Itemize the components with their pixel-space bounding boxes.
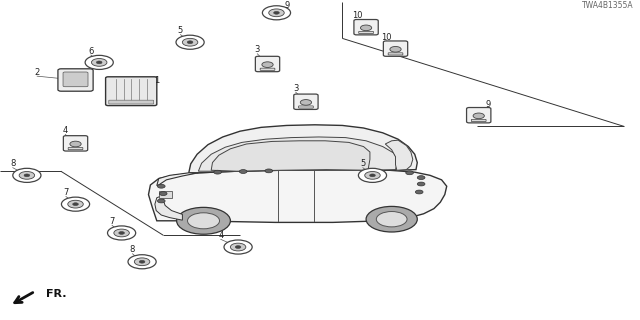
Circle shape xyxy=(188,213,220,229)
Text: 10: 10 xyxy=(381,33,392,42)
FancyBboxPatch shape xyxy=(58,69,93,91)
FancyBboxPatch shape xyxy=(467,108,491,123)
Circle shape xyxy=(417,176,425,180)
Circle shape xyxy=(128,255,156,269)
Circle shape xyxy=(134,258,150,266)
FancyBboxPatch shape xyxy=(383,41,408,56)
Circle shape xyxy=(13,168,41,182)
Circle shape xyxy=(239,170,247,173)
FancyBboxPatch shape xyxy=(109,100,154,104)
Circle shape xyxy=(370,174,375,177)
Circle shape xyxy=(358,168,387,182)
Circle shape xyxy=(85,55,113,69)
Polygon shape xyxy=(189,125,417,173)
Circle shape xyxy=(274,12,279,14)
FancyBboxPatch shape xyxy=(354,20,378,35)
Text: 5: 5 xyxy=(360,159,365,168)
Circle shape xyxy=(140,260,145,263)
Circle shape xyxy=(70,141,81,147)
Circle shape xyxy=(159,192,167,196)
Circle shape xyxy=(68,200,83,208)
Text: 3: 3 xyxy=(293,84,298,93)
Circle shape xyxy=(73,203,78,205)
Circle shape xyxy=(157,199,165,203)
Circle shape xyxy=(269,9,284,17)
FancyBboxPatch shape xyxy=(63,72,88,87)
FancyBboxPatch shape xyxy=(388,53,403,55)
Text: 3: 3 xyxy=(255,45,260,54)
Polygon shape xyxy=(385,140,413,170)
Polygon shape xyxy=(157,173,198,186)
Circle shape xyxy=(360,25,372,31)
Text: 8: 8 xyxy=(10,159,15,168)
Circle shape xyxy=(236,246,241,248)
Polygon shape xyxy=(148,170,447,222)
FancyBboxPatch shape xyxy=(255,56,280,72)
FancyBboxPatch shape xyxy=(298,106,314,108)
Circle shape xyxy=(157,184,165,188)
Text: 7: 7 xyxy=(63,188,68,197)
FancyBboxPatch shape xyxy=(106,77,157,106)
Circle shape xyxy=(108,226,136,240)
Text: 4: 4 xyxy=(63,126,68,135)
Circle shape xyxy=(19,172,35,179)
Text: TWA4B1355A: TWA4B1355A xyxy=(582,1,634,10)
Polygon shape xyxy=(155,195,182,220)
Circle shape xyxy=(366,206,417,232)
Polygon shape xyxy=(159,191,172,198)
Text: 10: 10 xyxy=(352,12,362,20)
Circle shape xyxy=(265,169,273,173)
FancyBboxPatch shape xyxy=(63,136,88,151)
Circle shape xyxy=(262,6,291,20)
Circle shape xyxy=(390,46,401,52)
FancyBboxPatch shape xyxy=(471,119,486,122)
Text: 2: 2 xyxy=(35,68,40,77)
Circle shape xyxy=(230,243,246,251)
Circle shape xyxy=(224,240,252,254)
Circle shape xyxy=(376,212,407,227)
Text: 9: 9 xyxy=(284,1,289,10)
Circle shape xyxy=(92,59,107,66)
Circle shape xyxy=(119,232,124,234)
Circle shape xyxy=(176,35,204,49)
Polygon shape xyxy=(211,141,370,171)
Text: 6: 6 xyxy=(88,47,93,56)
Text: FR.: FR. xyxy=(46,289,67,300)
Circle shape xyxy=(24,174,29,177)
FancyBboxPatch shape xyxy=(68,148,83,150)
Text: 4: 4 xyxy=(218,231,223,240)
Circle shape xyxy=(97,61,102,64)
Text: 9: 9 xyxy=(485,100,490,109)
Circle shape xyxy=(406,171,413,175)
Circle shape xyxy=(415,190,423,194)
Text: 7: 7 xyxy=(109,217,115,226)
Circle shape xyxy=(417,182,425,186)
Polygon shape xyxy=(198,137,398,171)
FancyBboxPatch shape xyxy=(260,68,275,70)
Circle shape xyxy=(188,41,193,44)
Text: 5: 5 xyxy=(178,26,183,35)
Circle shape xyxy=(262,62,273,68)
FancyBboxPatch shape xyxy=(359,31,374,34)
Circle shape xyxy=(214,170,221,174)
Circle shape xyxy=(177,207,230,234)
Text: 1: 1 xyxy=(154,76,159,85)
FancyBboxPatch shape xyxy=(294,94,318,109)
Circle shape xyxy=(114,229,129,237)
Circle shape xyxy=(61,197,90,211)
Text: 8: 8 xyxy=(130,245,135,254)
Circle shape xyxy=(365,172,380,179)
Circle shape xyxy=(300,100,312,105)
Circle shape xyxy=(182,38,198,46)
Circle shape xyxy=(473,113,484,119)
